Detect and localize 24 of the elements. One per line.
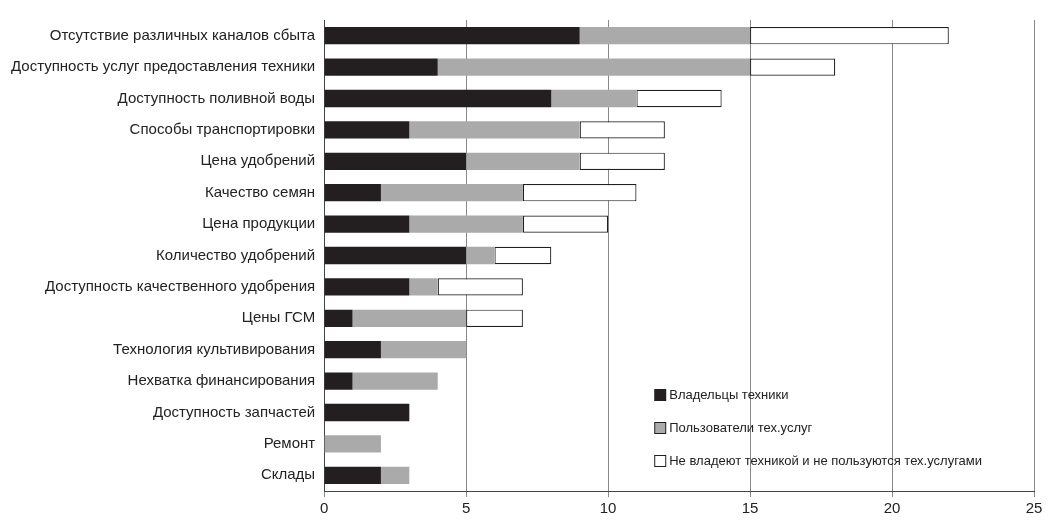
x-tick-label: 10 [599, 499, 617, 517]
y-tick-label: Склады [260, 465, 316, 483]
x-tick-label: 25 [1025, 499, 1043, 517]
y-tick-label: Доступность качественного удобрения [45, 277, 316, 295]
y-tick-label: Технология культивирования [113, 339, 316, 357]
y-tick-label: Цены ГСМ [241, 308, 316, 326]
x-tick-label: 15 [741, 499, 759, 517]
x-tick-label: 5 [461, 499, 471, 517]
x-tick-label: 20 [883, 499, 901, 517]
y-tick-label: Цена продукции [202, 214, 316, 232]
y-tick-label: Способы транспортировки [129, 120, 316, 138]
y-tick-label: Доступность поливной воды [117, 88, 316, 106]
y-tick-label: Нехватка финансирования [127, 371, 316, 389]
y-tick-label: Отсутствие различных каналов сбыта [49, 25, 316, 43]
y-tick-label: Ремонт [263, 434, 316, 452]
y-tick-label: Доступность запчастей [152, 402, 316, 420]
legend-label: Пользователи тех.услуг [669, 419, 813, 435]
y-tick-label: Количество удобрений [156, 245, 316, 263]
y-tick-label: Цена удобрений [200, 151, 316, 169]
x-tick-label: 0 [319, 499, 329, 517]
legend-label: Владельцы техники [669, 386, 789, 402]
y-tick-label: Качество семян [204, 182, 316, 200]
legend-label: Не владеют техникой и не пользуются тех.услугами [669, 452, 983, 468]
y-tick-label: Доступность услуг предоставления техники [11, 57, 316, 75]
